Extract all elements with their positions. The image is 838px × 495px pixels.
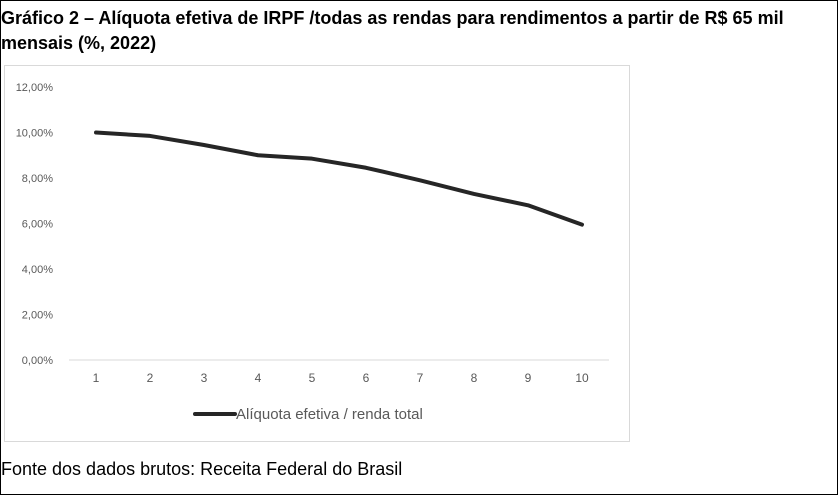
x-tick-label: 3 [201,371,208,385]
x-tick-label: 9 [525,371,532,385]
y-tick-label: 4,00% [22,264,53,276]
y-axis-ticks: 0,00% 2,00% 4,00% 6,00% 8,00% 10,00% 12,00% [16,82,54,367]
x-tick-label: 4 [255,371,262,385]
legend: Alíquota efetiva / renda total [193,406,423,423]
x-tick-label: 7 [417,371,424,385]
chart-area: 0,00% 2,00% 4,00% 6,00% 8,00% 10,00% 12,00% 1 2… [4,65,630,442]
line-chart: 0,00% 2,00% 4,00% 6,00% 8,00% 10,00% 12,00% 1 2… [16,82,609,423]
x-tick-label: 10 [575,371,589,385]
source-note: Fonte dos dados brutos: Receita Federal … [1,459,403,479]
series-line [94,130,584,227]
y-tick-label: 6,00% [22,219,53,231]
y-tick-label: 8,00% [22,173,53,185]
y-tick-label: 2,00% [22,310,53,322]
x-tick-label: 1 [93,371,100,385]
legend-label: Alíquota efetiva / renda total [236,406,423,423]
x-axis-ticks: 1 2 3 4 5 6 7 8 9 10 [93,371,589,385]
y-tick-label: 0,00% [22,355,53,367]
x-tick-label: 5 [309,371,316,385]
y-tick-label: 12,00% [16,82,54,94]
chart-title: Gráfico 2 – Alíquota efetiva de IRPF /to… [1,8,784,53]
x-tick-label: 8 [471,371,478,385]
x-tick-label: 2 [147,371,154,385]
x-tick-label: 6 [363,371,370,385]
y-tick-label: 10,00% [16,128,54,140]
